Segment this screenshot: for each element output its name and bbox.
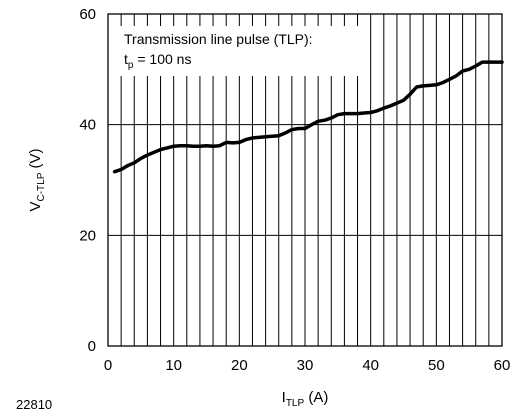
x-axis-ticks: 0 10 20 30 40 50 60: [104, 357, 511, 374]
y-axis-title-sub: C-TLP: [36, 172, 47, 201]
annotation-t: t: [124, 51, 128, 67]
x-tick-label: 50: [428, 357, 445, 374]
annotation-line-2: tp = 100 ns: [124, 51, 191, 71]
series-line-vc-tlp: [112, 60, 504, 174]
annotation-t-sub: p: [128, 60, 134, 71]
x-axis-title-main: I: [282, 389, 286, 406]
x-tick-label: 30: [297, 357, 314, 374]
annotation-background: [120, 26, 368, 76]
y-tick-label: 0: [88, 338, 96, 355]
x-tick-label: 10: [165, 357, 182, 374]
x-axis-title-unit: (A): [304, 389, 328, 406]
y-axis-ticks: 0 20 40 60: [79, 6, 96, 355]
figure-number: 22810: [16, 397, 52, 412]
y-tick-label: 60: [79, 6, 96, 23]
x-axis-title-sub: TLP: [286, 398, 305, 409]
x-axis-title: ITLP (A): [282, 389, 329, 409]
plot-area-border: [107, 13, 503, 347]
y-axis-title: VC-TLP (V): [27, 148, 47, 211]
x-tick-label: 40: [362, 357, 379, 374]
annotation-value: = 100 ns: [133, 51, 191, 67]
x-tick-label: 0: [104, 357, 112, 374]
y-axis-title-unit: (V): [27, 148, 44, 172]
annotation-line-1: Transmission line pulse (TLP):: [124, 31, 313, 47]
y-axis-title-main: V: [27, 202, 44, 212]
x-tick-label: 60: [494, 357, 511, 374]
x-tick-label: 20: [231, 357, 248, 374]
y-tick-label: 40: [79, 117, 96, 134]
y-tick-label: 20: [79, 227, 96, 244]
